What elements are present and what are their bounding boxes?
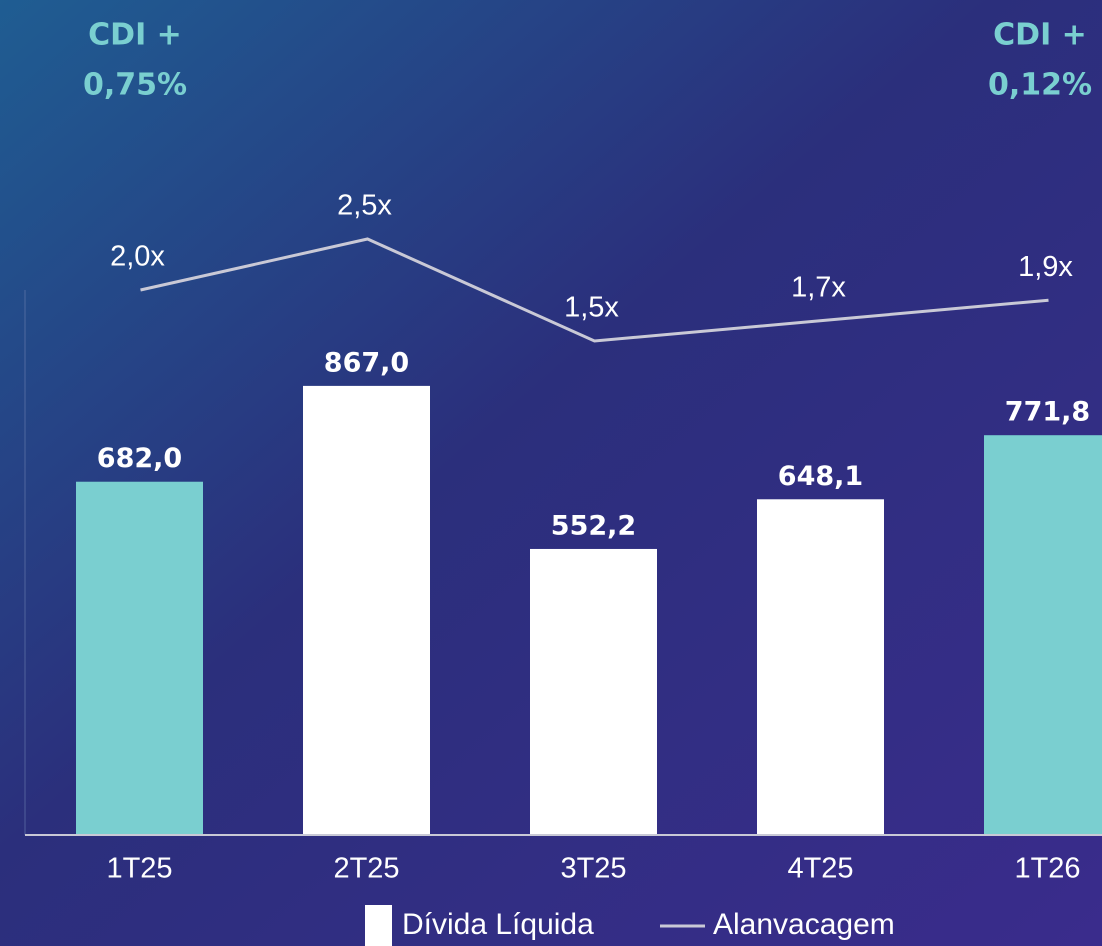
bar <box>303 385 430 835</box>
annotation: 0,12% <box>988 68 1092 103</box>
annotation: CDI + <box>993 18 1087 53</box>
leverage-line <box>140 237 1049 343</box>
legend-label: Alanvacagem <box>713 908 895 941</box>
bar <box>530 548 657 835</box>
line-value-label: 2,5x <box>337 190 392 222</box>
bar-value-label: 771,8 <box>1005 397 1090 428</box>
x-tick-label: 4T25 <box>787 853 853 885</box>
bar-value-label: 867,0 <box>324 347 409 378</box>
x-tick-label: 1T26 <box>1014 853 1080 885</box>
legend-label: Dívida Líquida <box>402 908 594 941</box>
line-value-label: 1,7x <box>791 271 846 303</box>
annotation: CDI + <box>88 18 182 53</box>
line-value-label: 1,5x <box>564 292 619 324</box>
x-tick-label: 2T25 <box>333 853 399 885</box>
bar <box>76 481 203 835</box>
line-value-label: 2,0x <box>110 241 165 273</box>
bar-value-label: 552,2 <box>551 510 636 541</box>
legend-swatch <box>365 905 392 946</box>
bar <box>984 435 1102 835</box>
bar-value-label: 648,1 <box>778 461 863 492</box>
line-value-label: 1,9x <box>1018 251 1073 283</box>
x-tick-label: 1T25 <box>106 853 172 885</box>
bar <box>757 499 884 835</box>
bar-value-label: 682,0 <box>97 443 182 474</box>
annotation: 0,75% <box>83 68 187 103</box>
x-tick-label: 3T25 <box>560 853 626 885</box>
